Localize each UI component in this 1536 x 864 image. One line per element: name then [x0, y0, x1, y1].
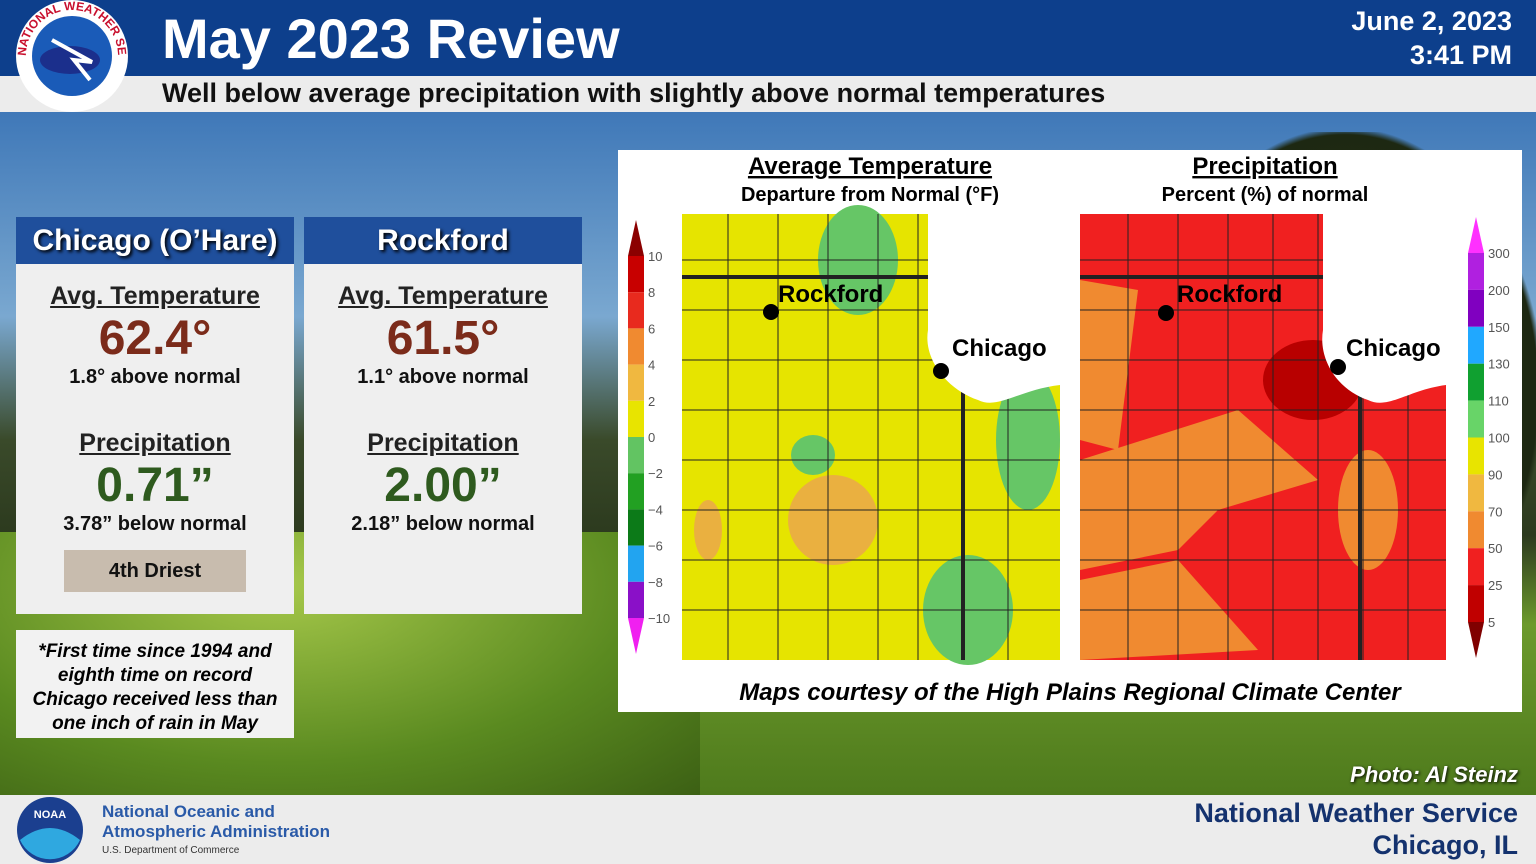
temp-heading: Avg. Temperature	[50, 282, 260, 310]
subtitle: Well below average precipitation with sl…	[162, 78, 1106, 108]
legend-label: 50	[1488, 541, 1502, 556]
city-label: Chicago	[952, 335, 1047, 362]
map-title: Average Temperature	[748, 153, 992, 180]
legend-label: 8	[648, 285, 655, 300]
precip-value: 2.00”	[384, 459, 502, 512]
legend-label: 200	[1488, 283, 1510, 298]
city-label: Rockford	[1177, 281, 1282, 308]
legend-cap	[628, 220, 644, 256]
temp-value: 61.5°	[386, 312, 500, 365]
badge: 4th Driest	[64, 550, 246, 592]
legend-label: 300	[1488, 246, 1510, 261]
legend-label: 130	[1488, 357, 1510, 372]
legend-label: −6	[648, 539, 663, 554]
panel: Avg. Temperature 62.4° 1.8° above normal…	[16, 264, 294, 614]
precip-heading: Precipitation	[79, 429, 231, 457]
title: May 2023 Review	[162, 7, 620, 70]
legend-swatch	[1468, 363, 1484, 401]
legend-swatch	[628, 292, 644, 329]
header-bar	[0, 0, 1536, 76]
map-subtitle: Percent (%) of normal	[1162, 184, 1369, 206]
legend-swatch	[1468, 289, 1484, 327]
legend-cap	[1468, 217, 1484, 253]
legend-swatch	[1468, 326, 1484, 364]
panel-title: Chicago (O’Hare)	[16, 217, 294, 264]
temp-heading: Avg. Temperature	[338, 282, 548, 310]
temp-note: 1.8° above normal	[69, 366, 241, 388]
legend-label: 10	[648, 249, 662, 264]
legend-swatch	[1468, 548, 1484, 586]
county-lines	[682, 214, 1446, 660]
legend-label: 100	[1488, 431, 1510, 446]
map-title: Precipitation	[1192, 153, 1337, 180]
legend-swatch	[1468, 585, 1484, 622]
legend-cap	[628, 618, 644, 654]
legend-swatch	[628, 581, 644, 618]
map-subtitle: Departure from Normal (°F)	[741, 184, 999, 206]
city-label: Rockford	[778, 281, 883, 308]
maps: Average Temperature Departure from Norma…	[618, 150, 1522, 712]
legend-label: 150	[1488, 320, 1510, 335]
photo-credit: Photo: Al Steinz	[1350, 762, 1518, 787]
legend-swatch	[628, 400, 644, 437]
legend-label: 110	[1488, 394, 1509, 409]
location: Chicago, IL	[1372, 830, 1518, 860]
legend-label: −10	[648, 611, 670, 626]
legend-label: 5	[1488, 615, 1495, 630]
legend-cap	[1468, 622, 1484, 658]
legend-swatch	[628, 364, 644, 401]
department: U.S. Department of Commerce	[102, 845, 240, 856]
legend-label: 2	[648, 394, 655, 409]
noaa-logo: NOAA	[17, 797, 83, 863]
legend-swatch	[628, 509, 644, 546]
noaa-text: NOAA	[34, 809, 66, 821]
panel-title: Rockford	[304, 217, 582, 264]
nws-logo: NATIONAL WEATHER SERVICE	[12, 0, 129, 112]
date: June 2, 2023	[1351, 6, 1512, 36]
city-label: Chicago	[1346, 335, 1441, 362]
legend-label: 90	[1488, 467, 1502, 482]
precip-value: 0.71”	[96, 459, 214, 512]
legend-swatch	[628, 473, 644, 510]
agency: National Oceanic and	[102, 802, 275, 821]
note: *First time since 1994 and eighth time o…	[16, 630, 294, 738]
temp-note: 1.1° above normal	[357, 366, 529, 388]
office: National Weather Service	[1194, 798, 1518, 828]
footer	[0, 795, 1536, 864]
precip-heading: Precipitation	[367, 429, 519, 457]
precip-note: 2.18” below normal	[351, 513, 535, 535]
legend-label: 25	[1488, 578, 1502, 593]
temp-value: 62.4°	[98, 312, 212, 365]
subtitle-bar	[0, 76, 1536, 112]
legend-label: −4	[648, 502, 663, 517]
legend-label: 0	[648, 430, 655, 445]
legend-swatch	[1468, 400, 1484, 438]
legend-label: −8	[648, 575, 663, 590]
legend-swatch	[1468, 511, 1484, 549]
legend-swatch	[628, 545, 644, 582]
legend-label: 6	[648, 321, 655, 336]
legend-swatch	[628, 256, 644, 293]
time: 3:41 PM	[1409, 40, 1512, 70]
legend-label: −2	[648, 466, 663, 481]
legend-swatch	[628, 328, 644, 365]
precip-note: 3.78” below normal	[63, 513, 247, 535]
legend-swatch	[1468, 474, 1484, 512]
legend-label: 4	[648, 358, 655, 373]
legend-swatch	[628, 437, 644, 474]
courtesy: Maps courtesy of the High Plains Regiona…	[739, 679, 1402, 706]
legend-label: 70	[1488, 504, 1502, 519]
panel: Avg. Temperature 61.5° 1.1° above normal…	[304, 264, 582, 614]
legend-swatch	[1468, 437, 1484, 475]
agency: Atmospheric Administration	[102, 822, 330, 841]
legend-swatch	[1468, 253, 1484, 290]
